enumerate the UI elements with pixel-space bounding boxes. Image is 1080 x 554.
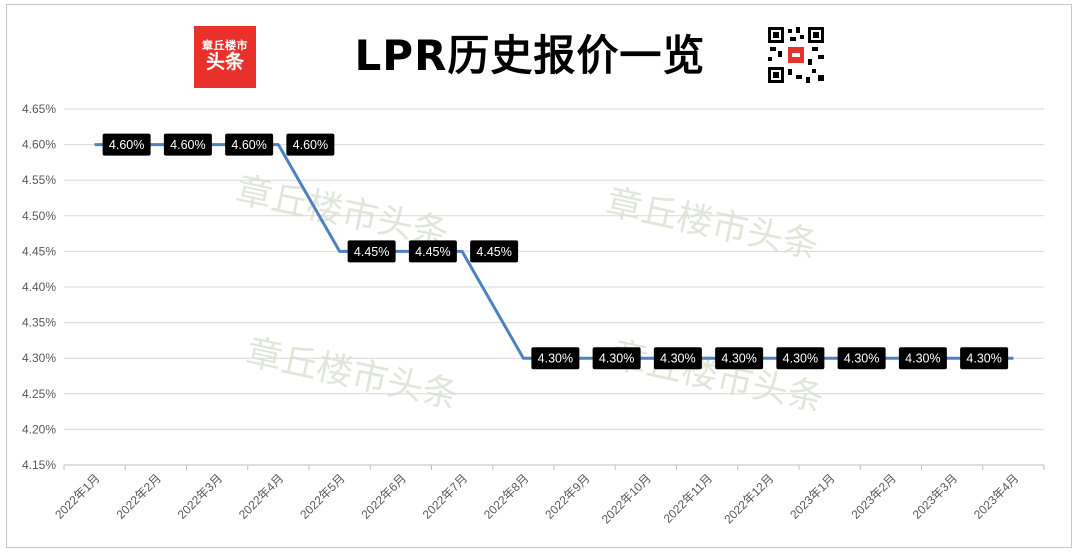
data-label-text: 4.30%	[538, 352, 573, 366]
x-tick-label: 2022年7月	[420, 471, 470, 521]
data-label-box	[592, 347, 641, 370]
y-tick-label: 4.15%	[22, 458, 56, 472]
y-tick-label: 4.35%	[22, 316, 56, 330]
data-label: 4.30%	[653, 347, 702, 370]
x-tick-label: 2022年6月	[359, 471, 409, 521]
data-label-box	[408, 240, 457, 263]
x-tick-label: 2023年2月	[849, 471, 899, 521]
data-label-text: 4.30%	[783, 352, 818, 366]
data-label: 4.60%	[286, 133, 335, 156]
logo-text-top: 章丘楼市	[202, 40, 248, 52]
x-tick-label: 2022年1月	[52, 471, 102, 521]
data-label: 4.30%	[898, 347, 947, 370]
data-label-text: 4.60%	[109, 138, 144, 152]
data-label: 4.45%	[470, 240, 519, 263]
data-label-text: 4.30%	[966, 352, 1001, 366]
data-label: 4.45%	[408, 240, 457, 263]
data-label-text: 4.30%	[844, 352, 879, 366]
data-label-box	[531, 347, 580, 370]
data-label-text: 4.60%	[231, 138, 266, 152]
data-label: 4.60%	[225, 133, 274, 156]
x-tick-label: 2023年4月	[971, 471, 1021, 521]
y-tick-label: 4.65%	[22, 102, 56, 116]
x-tick-label: 2022年2月	[114, 471, 164, 521]
data-label-text: 4.30%	[660, 352, 695, 366]
data-label: 4.30%	[592, 347, 641, 370]
data-label: 4.30%	[960, 347, 1009, 370]
x-tick-label: 2022年11月	[661, 471, 716, 526]
data-label-box	[837, 347, 886, 370]
x-tick-label: 2022年10月	[599, 471, 654, 526]
data-label-box	[347, 240, 396, 263]
x-tick-label: 2022年8月	[481, 471, 531, 521]
qr-code-icon	[768, 27, 824, 83]
data-label: 4.60%	[163, 133, 212, 156]
data-label-text: 4.30%	[905, 352, 940, 366]
y-tick-label: 4.25%	[22, 387, 56, 401]
x-tick-label: 2022年9月	[542, 471, 592, 521]
data-label-text: 4.60%	[293, 138, 328, 152]
x-tick-label: 2023年3月	[910, 471, 960, 521]
y-tick-label: 4.55%	[22, 173, 56, 187]
logo-text-bottom: 头条	[205, 52, 244, 73]
data-label-text: 4.60%	[170, 138, 205, 152]
x-tick-label: 2022年4月	[236, 471, 286, 521]
data-label-box	[960, 347, 1009, 370]
data-label-box	[715, 347, 764, 370]
x-tick-label: 2022年12月	[721, 471, 776, 526]
data-label-box	[776, 347, 825, 370]
data-label-box	[653, 347, 702, 370]
data-label: 4.30%	[715, 347, 764, 370]
data-label: 4.30%	[776, 347, 825, 370]
x-tick-label: 2023年1月	[787, 471, 837, 521]
data-label: 4.60%	[102, 133, 151, 156]
data-label-box	[102, 133, 151, 156]
y-tick-label: 4.45%	[22, 244, 56, 258]
data-label-text: 4.45%	[354, 245, 389, 259]
data-label-box	[286, 133, 335, 156]
data-label-box	[470, 240, 519, 263]
brand-logo: 章丘楼市 头条	[194, 26, 256, 88]
data-label: 4.45%	[347, 240, 396, 263]
chart-frame	[6, 4, 1072, 548]
y-tick-label: 4.50%	[22, 209, 56, 223]
data-label-text: 4.30%	[721, 352, 756, 366]
y-tick-label: 4.20%	[22, 422, 56, 436]
x-tick-label: 2022年3月	[175, 471, 225, 521]
data-label-text: 4.45%	[476, 245, 511, 259]
data-label-box	[898, 347, 947, 370]
data-label: 4.30%	[531, 347, 580, 370]
x-tick-label: 2022年5月	[297, 471, 347, 521]
y-tick-label: 4.40%	[22, 280, 56, 294]
y-tick-label: 4.60%	[22, 138, 56, 152]
data-label: 4.30%	[837, 347, 886, 370]
chart-title: LPR历史报价一览	[354, 31, 706, 80]
data-label-box	[225, 133, 274, 156]
y-tick-label: 4.30%	[22, 351, 56, 365]
data-label-text: 4.45%	[415, 245, 450, 259]
data-label-box	[163, 133, 212, 156]
data-label-text: 4.30%	[599, 352, 634, 366]
